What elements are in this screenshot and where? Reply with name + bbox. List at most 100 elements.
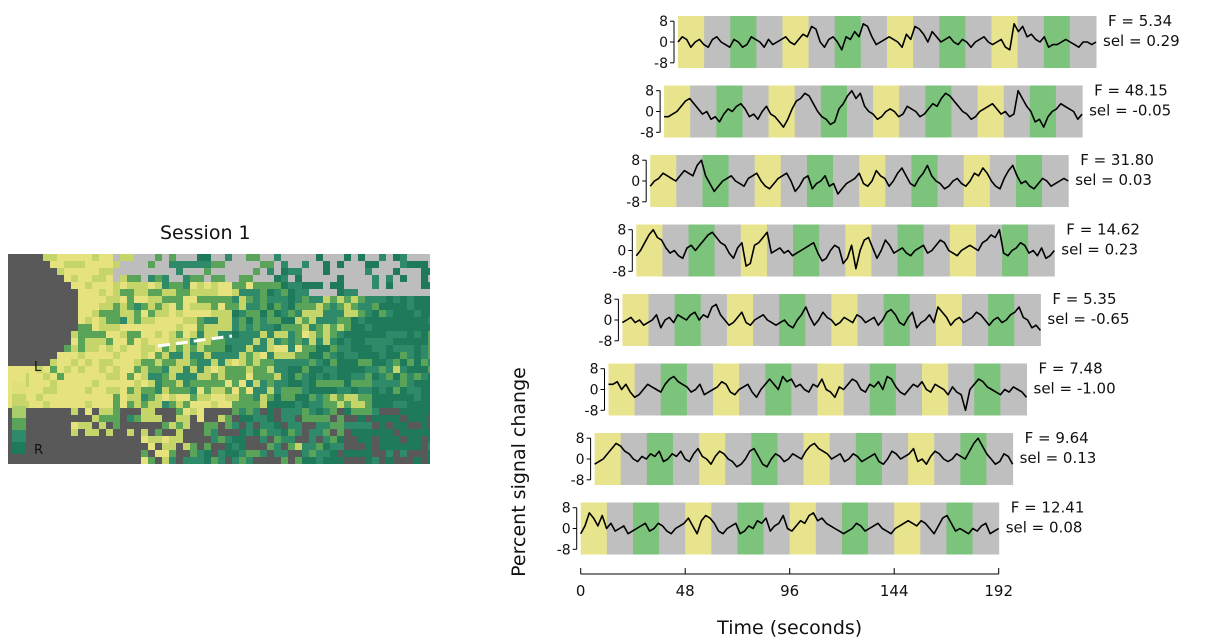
condition-block	[662, 224, 690, 277]
f-statistic-label: F = 31.80	[1080, 151, 1154, 169]
f-statistic-label: F = 5.34	[1108, 12, 1172, 30]
condition-block	[885, 155, 912, 207]
condition-block	[963, 155, 991, 207]
condition-block	[815, 502, 843, 555]
condition-block	[871, 224, 899, 277]
y-tick-label: -8	[612, 264, 626, 280]
condition-block	[702, 155, 730, 207]
condition-block	[704, 16, 731, 68]
f-statistic-label: F = 9.64	[1025, 429, 1089, 447]
condition-block	[934, 433, 961, 485]
y-tick-label: -8	[626, 195, 640, 211]
f-statistic-label: F = 7.48	[1039, 360, 1103, 378]
colorbar-top-label: L	[34, 360, 42, 375]
condition-block	[780, 155, 808, 207]
signal-panel: 8 0 -8 F = 5.34 sel = 0.29	[654, 12, 1180, 72]
y-tick-label: 0	[631, 174, 640, 190]
f-statistic-label: F = 48.15	[1094, 82, 1168, 100]
selectivity-label: sel = -0.05	[1089, 102, 1171, 120]
condition-block	[899, 85, 926, 138]
selectivity-map	[8, 254, 430, 464]
signal-panel: 8 0 -8 F = 48.15 sel = -0.05	[640, 82, 1171, 142]
condition-block	[763, 502, 791, 555]
condition-block	[883, 294, 911, 346]
f-statistic-label: F = 5.35	[1052, 290, 1116, 308]
condition-block	[1055, 85, 1083, 138]
condition-block	[700, 294, 728, 346]
condition-block	[911, 155, 939, 207]
x-tick-label: 0	[576, 582, 586, 600]
y-tick-label: 0	[576, 452, 585, 468]
condition-block	[841, 502, 869, 555]
y-tick-label: -8	[640, 125, 654, 141]
y-tick-label: 0	[590, 383, 599, 399]
signal-panel: 8 0 -8 F = 5.35 sel = -0.65	[598, 290, 1129, 350]
y-tick-label: 8	[631, 153, 640, 169]
signal-line	[649, 159, 1069, 195]
condition-block	[913, 16, 940, 68]
condition-block	[737, 502, 765, 555]
selectivity-label: sel = 0.03	[1075, 171, 1152, 189]
condition-block	[793, 224, 820, 277]
y-tick-label: 8	[659, 14, 668, 30]
condition-block	[881, 433, 909, 485]
colorbar-bottom-label: R	[34, 443, 44, 458]
condition-block	[920, 502, 947, 555]
y-tick-label: 8	[617, 223, 626, 239]
colorbar	[12, 370, 26, 454]
condition-block	[923, 224, 951, 277]
condition-block	[660, 363, 688, 416]
x-tick-label: 192	[984, 582, 1013, 600]
y-tick-label: -8	[585, 403, 599, 419]
selectivity-label: sel = 0.13	[1020, 449, 1097, 467]
condition-block	[753, 294, 780, 346]
condition-block	[925, 85, 952, 138]
condition-block	[897, 224, 925, 277]
condition-block	[843, 363, 871, 416]
signal-panel: 8 0 -8 F = 7.48 sel = -1.00	[585, 360, 1116, 420]
condition-block	[659, 502, 686, 555]
condition-block	[972, 502, 1000, 555]
condition-block	[711, 502, 738, 555]
condition-block	[594, 433, 622, 485]
y-axis-label: Percent signal change	[508, 367, 530, 577]
y-tick-label: 0	[603, 313, 612, 329]
selectivity-label: sel = -0.65	[1047, 310, 1129, 328]
condition-block	[726, 294, 754, 346]
signal-panel: 8 0 -8 F = 31.80 sel = 0.03	[626, 151, 1154, 211]
map-title: Session 1	[160, 222, 251, 244]
condition-block	[808, 16, 836, 68]
y-tick-label: 8	[576, 431, 585, 447]
condition-block	[939, 16, 966, 68]
condition-block	[730, 16, 757, 68]
y-tick-label: 8	[603, 292, 612, 308]
condition-block	[887, 16, 914, 68]
x-tick-label: 144	[880, 582, 909, 600]
condition-block	[949, 224, 977, 277]
y-tick-label: -8	[557, 542, 571, 558]
condition-block	[646, 433, 674, 485]
signal-line	[677, 22, 1097, 51]
condition-block	[988, 294, 1015, 346]
condition-block	[803, 433, 831, 485]
y-tick-label: 0	[617, 244, 626, 260]
f-statistic-label: F = 12.41	[1011, 499, 1085, 517]
y-tick-label: 8	[590, 362, 599, 378]
signal-line	[579, 512, 1000, 535]
roi-dashed-line	[157, 334, 233, 348]
condition-block	[580, 502, 608, 555]
signal-line	[664, 89, 1083, 128]
signal-line	[594, 437, 1014, 468]
condition-block	[935, 294, 963, 346]
signal-panel: 8 0 -8 F = 12.41 sel = 0.08	[557, 499, 1085, 559]
condition-block	[699, 433, 726, 485]
condition-block	[678, 16, 705, 68]
selectivity-label: sel = 0.23	[1061, 241, 1138, 259]
condition-block	[977, 85, 1005, 138]
signal-line	[608, 375, 1028, 412]
condition-block	[1043, 16, 1071, 68]
signal-line	[621, 303, 1042, 331]
condition-block	[834, 16, 862, 68]
y-tick-label: -8	[571, 473, 585, 489]
signal-panel: 8 0 -8 F = 14.62 sel = 0.23	[612, 221, 1140, 281]
